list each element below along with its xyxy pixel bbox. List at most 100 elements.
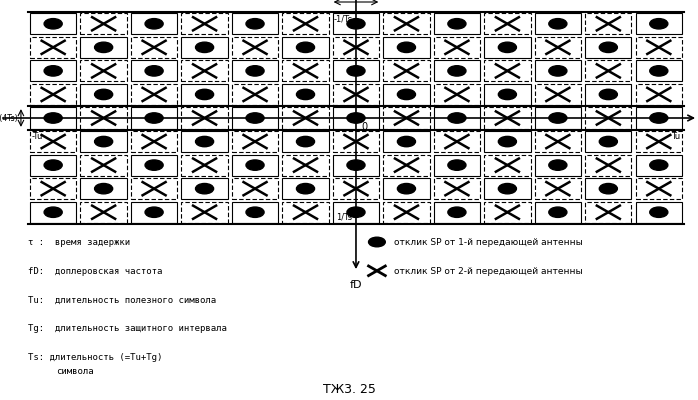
- Bar: [30, 178, 76, 199]
- Bar: [80, 84, 127, 105]
- Bar: [80, 108, 127, 128]
- Circle shape: [448, 113, 466, 123]
- Bar: [585, 178, 632, 199]
- Circle shape: [397, 89, 415, 100]
- Circle shape: [246, 207, 264, 218]
- Bar: [433, 108, 480, 128]
- Bar: [30, 108, 76, 128]
- Bar: [636, 202, 682, 223]
- Bar: [636, 13, 682, 34]
- Text: 1/(4Ts): 1/(4Ts): [0, 114, 17, 122]
- Bar: [433, 178, 480, 199]
- Bar: [484, 108, 530, 128]
- Circle shape: [549, 207, 567, 218]
- Bar: [636, 84, 682, 105]
- Bar: [232, 131, 279, 152]
- Circle shape: [549, 18, 567, 29]
- Bar: [283, 13, 329, 34]
- Bar: [585, 37, 632, 58]
- Circle shape: [145, 113, 163, 123]
- Bar: [383, 202, 429, 223]
- Circle shape: [448, 66, 466, 76]
- Bar: [232, 154, 279, 176]
- Bar: [181, 178, 228, 199]
- Bar: [383, 108, 429, 128]
- Bar: [30, 13, 76, 34]
- Circle shape: [498, 136, 517, 147]
- Bar: [636, 37, 682, 58]
- Circle shape: [600, 136, 617, 147]
- Circle shape: [145, 18, 163, 29]
- Bar: [333, 202, 379, 223]
- Bar: [181, 108, 228, 128]
- Circle shape: [44, 66, 62, 76]
- Bar: [484, 84, 530, 105]
- Bar: [30, 131, 76, 152]
- Circle shape: [195, 42, 214, 52]
- Circle shape: [246, 18, 264, 29]
- Bar: [181, 131, 228, 152]
- Bar: [80, 13, 127, 34]
- Circle shape: [246, 160, 264, 170]
- Circle shape: [297, 184, 315, 194]
- Bar: [131, 202, 177, 223]
- Bar: [80, 202, 127, 223]
- Bar: [535, 37, 581, 58]
- Bar: [484, 178, 530, 199]
- Bar: [131, 154, 177, 176]
- Circle shape: [397, 42, 415, 52]
- Circle shape: [347, 113, 365, 123]
- Text: -Tu: -Tu: [31, 132, 43, 141]
- Text: Ts: длительность (=Tu+Tg): Ts: длительность (=Tu+Tg): [28, 353, 163, 362]
- Text: символа: символа: [56, 367, 94, 376]
- Circle shape: [297, 89, 315, 100]
- Bar: [535, 60, 581, 82]
- Bar: [333, 37, 379, 58]
- Bar: [131, 178, 177, 199]
- Circle shape: [44, 18, 62, 29]
- Circle shape: [347, 18, 365, 29]
- Bar: [30, 202, 76, 223]
- Circle shape: [95, 42, 112, 52]
- Circle shape: [195, 136, 214, 147]
- Circle shape: [549, 113, 567, 123]
- Text: τ :  время задержки: τ : время задержки: [28, 238, 130, 247]
- Bar: [585, 84, 632, 105]
- Bar: [181, 13, 228, 34]
- Circle shape: [347, 207, 365, 218]
- Bar: [484, 154, 530, 176]
- Circle shape: [498, 89, 517, 100]
- Circle shape: [297, 136, 315, 147]
- Bar: [433, 60, 480, 82]
- Bar: [181, 84, 228, 105]
- Text: -1/Ts: -1/Ts: [334, 14, 352, 23]
- Circle shape: [95, 89, 112, 100]
- Bar: [30, 37, 76, 58]
- Bar: [535, 84, 581, 105]
- Bar: [636, 178, 682, 199]
- Text: fD: fD: [350, 280, 362, 290]
- Circle shape: [95, 184, 112, 194]
- Bar: [433, 202, 480, 223]
- Bar: [433, 84, 480, 105]
- Text: Tu: Tu: [671, 132, 681, 141]
- Bar: [181, 60, 228, 82]
- Bar: [80, 154, 127, 176]
- Bar: [333, 60, 379, 82]
- Bar: [433, 13, 480, 34]
- Bar: [383, 60, 429, 82]
- Circle shape: [650, 207, 668, 218]
- Circle shape: [650, 66, 668, 76]
- Bar: [535, 202, 581, 223]
- Circle shape: [145, 66, 163, 76]
- Bar: [131, 60, 177, 82]
- Bar: [232, 108, 279, 128]
- Circle shape: [600, 184, 617, 194]
- Bar: [535, 178, 581, 199]
- Circle shape: [347, 66, 365, 76]
- Bar: [283, 108, 329, 128]
- Bar: [232, 37, 279, 58]
- Bar: [283, 84, 329, 105]
- Bar: [636, 131, 682, 152]
- Bar: [181, 37, 228, 58]
